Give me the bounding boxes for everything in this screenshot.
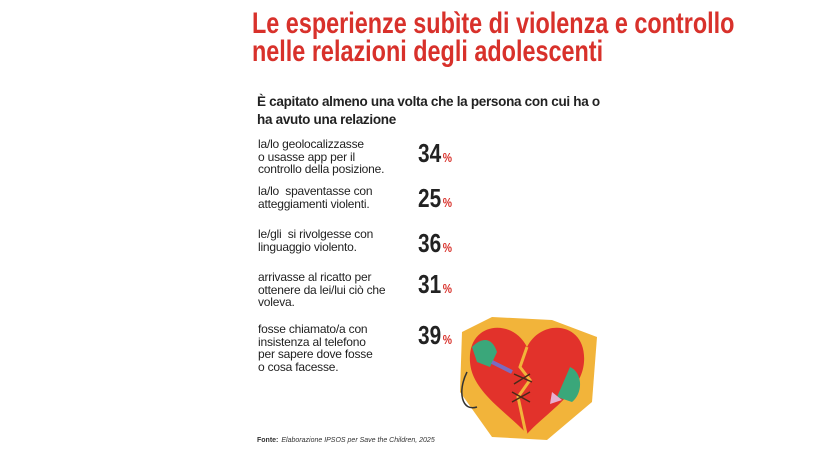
stat-value: 25% <box>418 183 452 214</box>
broken-heart-stitched-icon <box>460 317 597 440</box>
page-title: Le esperienze subìte di violenza e contr… <box>252 7 735 68</box>
stat-number: 39 <box>418 320 442 350</box>
stat-label: fosse chiamato/a con insistenza al telef… <box>258 322 373 374</box>
percent-sign: % <box>442 332 452 347</box>
stat-number: 34 <box>418 138 442 168</box>
percent-sign: % <box>442 281 452 296</box>
percent-sign: % <box>442 195 452 210</box>
source-text: Elaborazione IPSOS per Save the Children… <box>281 437 435 444</box>
stat-value: 39% <box>418 320 452 351</box>
stat-number: 25 <box>418 183 442 213</box>
stat-label: arrivasse al ricatto per ottenere da lei… <box>258 270 386 309</box>
stat-number: 31 <box>418 269 442 299</box>
percent-sign: % <box>442 150 452 165</box>
stat-label: la/lo spaventasse con atteggiamenti viol… <box>258 184 373 211</box>
source-label: Fonte: <box>257 437 279 444</box>
title-line-1: Le esperienze subìte di violenza e contr… <box>252 7 735 40</box>
stat-number: 36 <box>418 228 442 258</box>
stat-label: le/gli si rivolgesse con linguaggio viol… <box>258 227 374 254</box>
stat-value: 36% <box>418 228 452 259</box>
percent-sign: % <box>442 240 452 255</box>
title-line-2: nelle relazioni degli adolescenti <box>252 35 604 68</box>
source-note: Fonte: Elaborazione IPSOS per Save the Ch… <box>257 437 435 444</box>
subtitle: È capitato almeno una volta che la perso… <box>257 94 600 127</box>
stat-value: 31% <box>418 269 452 300</box>
stat-value: 34% <box>418 138 452 169</box>
stat-label: la/lo geolocalizzasse o usasse app per i… <box>258 137 385 176</box>
